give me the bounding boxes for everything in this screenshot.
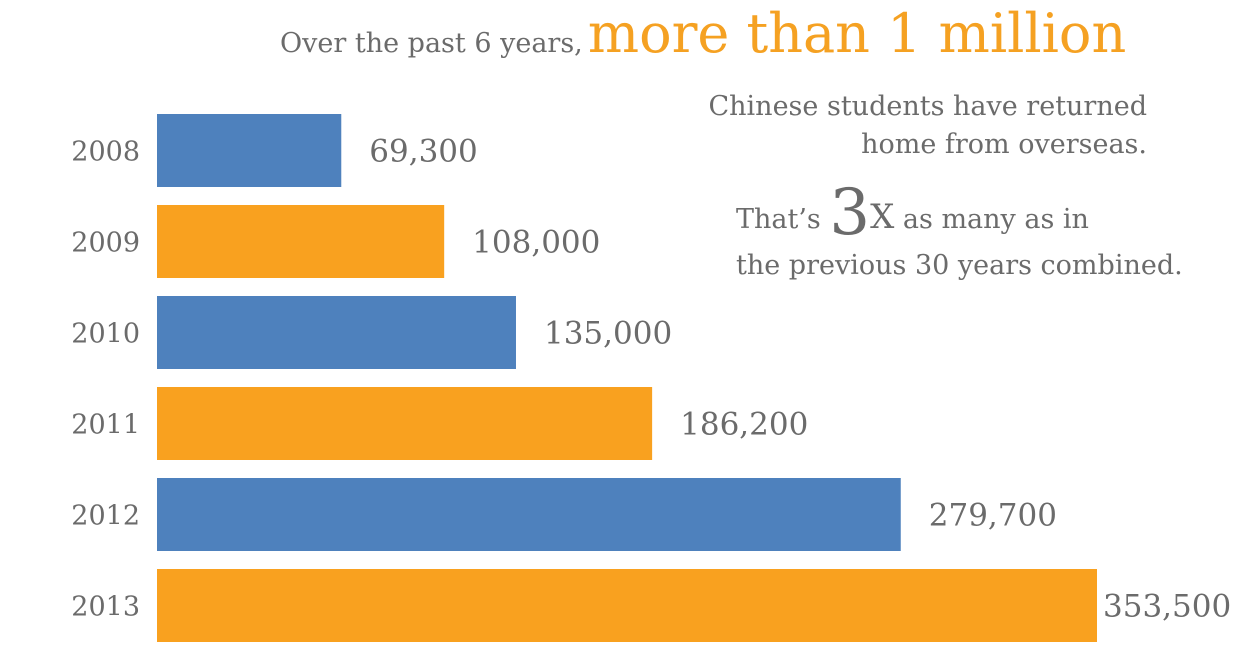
comparison-prefix: That’s: [736, 204, 821, 235]
value-label-2009: 108,000: [472, 225, 600, 261]
year-label-2009: 2009: [71, 228, 140, 259]
bar-2011: [157, 387, 653, 460]
bar-2008: [157, 114, 342, 187]
headline-emphasis: more than 1 million: [587, 2, 1127, 65]
note-line-1: Chinese students have returned: [708, 91, 1148, 122]
bar-2012: [157, 478, 901, 551]
bar-2013: [157, 569, 1097, 642]
headline: Over the past 6 years, more than 1 milli…: [280, 2, 1126, 65]
multiplier-x: X: [870, 197, 895, 237]
bar-2010: [157, 296, 516, 369]
note-line-2: home from overseas.: [861, 129, 1147, 160]
year-label-2010: 2010: [71, 319, 140, 350]
value-label-2013: 353,500: [1103, 589, 1231, 625]
headline-lead: Over the past 6 years,: [280, 28, 583, 59]
bar-2009: [157, 205, 445, 278]
value-label-2010: 135,000: [544, 316, 672, 352]
year-label-2011: 2011: [71, 410, 140, 441]
returned-students-note: Chinese students have returned home from…: [709, 88, 1148, 164]
multiplier-number: 3: [829, 176, 871, 250]
comparison-line-2: the previous 30 years combined.: [736, 250, 1183, 281]
year-label-2012: 2012: [71, 501, 140, 532]
value-label-2012: 279,700: [929, 498, 1057, 534]
year-label-2013: 2013: [71, 592, 140, 623]
year-label-2008: 2008: [71, 137, 140, 168]
comparison-suffix: as many as in: [902, 204, 1089, 235]
comparison-note: That’s 3X as many as in the previous 30 …: [736, 181, 1183, 289]
value-label-2008: 69,300: [369, 134, 477, 170]
comparison-line-1: That’s 3X as many as in: [736, 181, 1183, 245]
value-label-2011: 186,200: [680, 407, 808, 443]
